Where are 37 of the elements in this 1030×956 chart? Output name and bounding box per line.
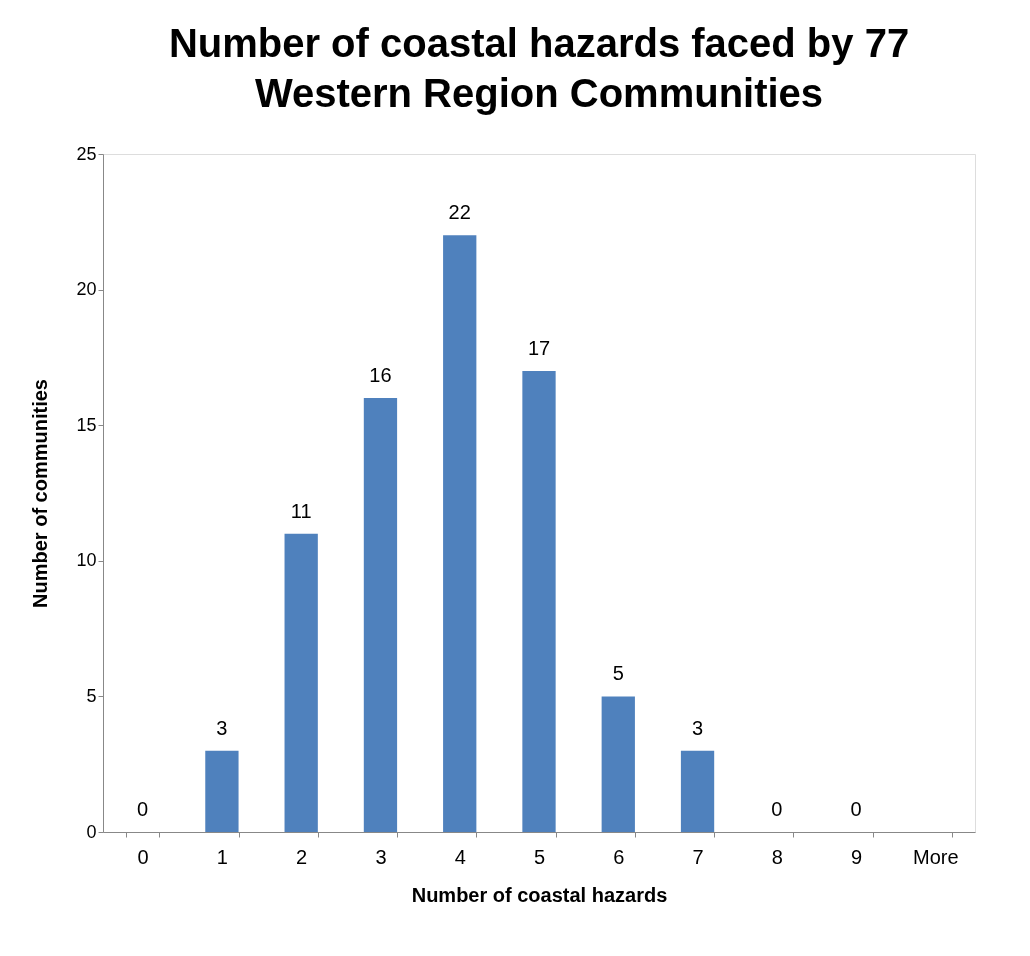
data-label: 5 bbox=[612, 662, 624, 685]
x-tick-label: 5 bbox=[533, 845, 546, 868]
x-tick-label: 3 bbox=[375, 845, 387, 868]
data-label: 3 bbox=[691, 716, 704, 739]
x-tick-label: 6 bbox=[613, 845, 625, 868]
bar bbox=[205, 750, 239, 832]
bar bbox=[284, 533, 318, 832]
data-label: 17 bbox=[527, 336, 551, 359]
bar bbox=[680, 750, 715, 832]
chart-title: Number of coastal hazards faced by 77 Western Region Communities bbox=[168, 21, 910, 115]
x-tick-label: 4 bbox=[454, 845, 466, 868]
data-label: 0 bbox=[850, 798, 862, 820]
bar bbox=[601, 696, 635, 832]
y-tick-label: 20 bbox=[76, 279, 97, 300]
data-label: 3 bbox=[216, 716, 228, 739]
bar bbox=[522, 370, 556, 832]
bar bbox=[443, 235, 477, 832]
x-axis-title: Number of coastal hazards bbox=[411, 883, 668, 906]
x-tick-label: 1 bbox=[216, 845, 228, 868]
data-label: 11 bbox=[290, 499, 312, 522]
data-label: 0 bbox=[137, 798, 149, 820]
x-tick-label: More bbox=[913, 845, 959, 868]
x-tick-label: 9 bbox=[851, 845, 863, 868]
data-label: 0 bbox=[771, 798, 783, 820]
y-tick-label: 0 bbox=[86, 821, 97, 842]
x-tick-label: 0 bbox=[137, 845, 149, 868]
y-tick-label: 5 bbox=[86, 685, 97, 706]
y-tick-label: 10 bbox=[76, 550, 97, 571]
data-label: 22 bbox=[448, 201, 471, 224]
bar bbox=[363, 398, 398, 832]
x-tick-label: 7 bbox=[692, 845, 704, 868]
x-tick-label: 8 bbox=[771, 845, 783, 868]
x-tick-label: 2 bbox=[296, 845, 308, 868]
data-label: 16 bbox=[369, 364, 392, 387]
y-tick-label: 25 bbox=[76, 143, 97, 164]
y-axis-title: Number of communities bbox=[29, 379, 52, 608]
y-tick-label: 15 bbox=[76, 414, 97, 435]
